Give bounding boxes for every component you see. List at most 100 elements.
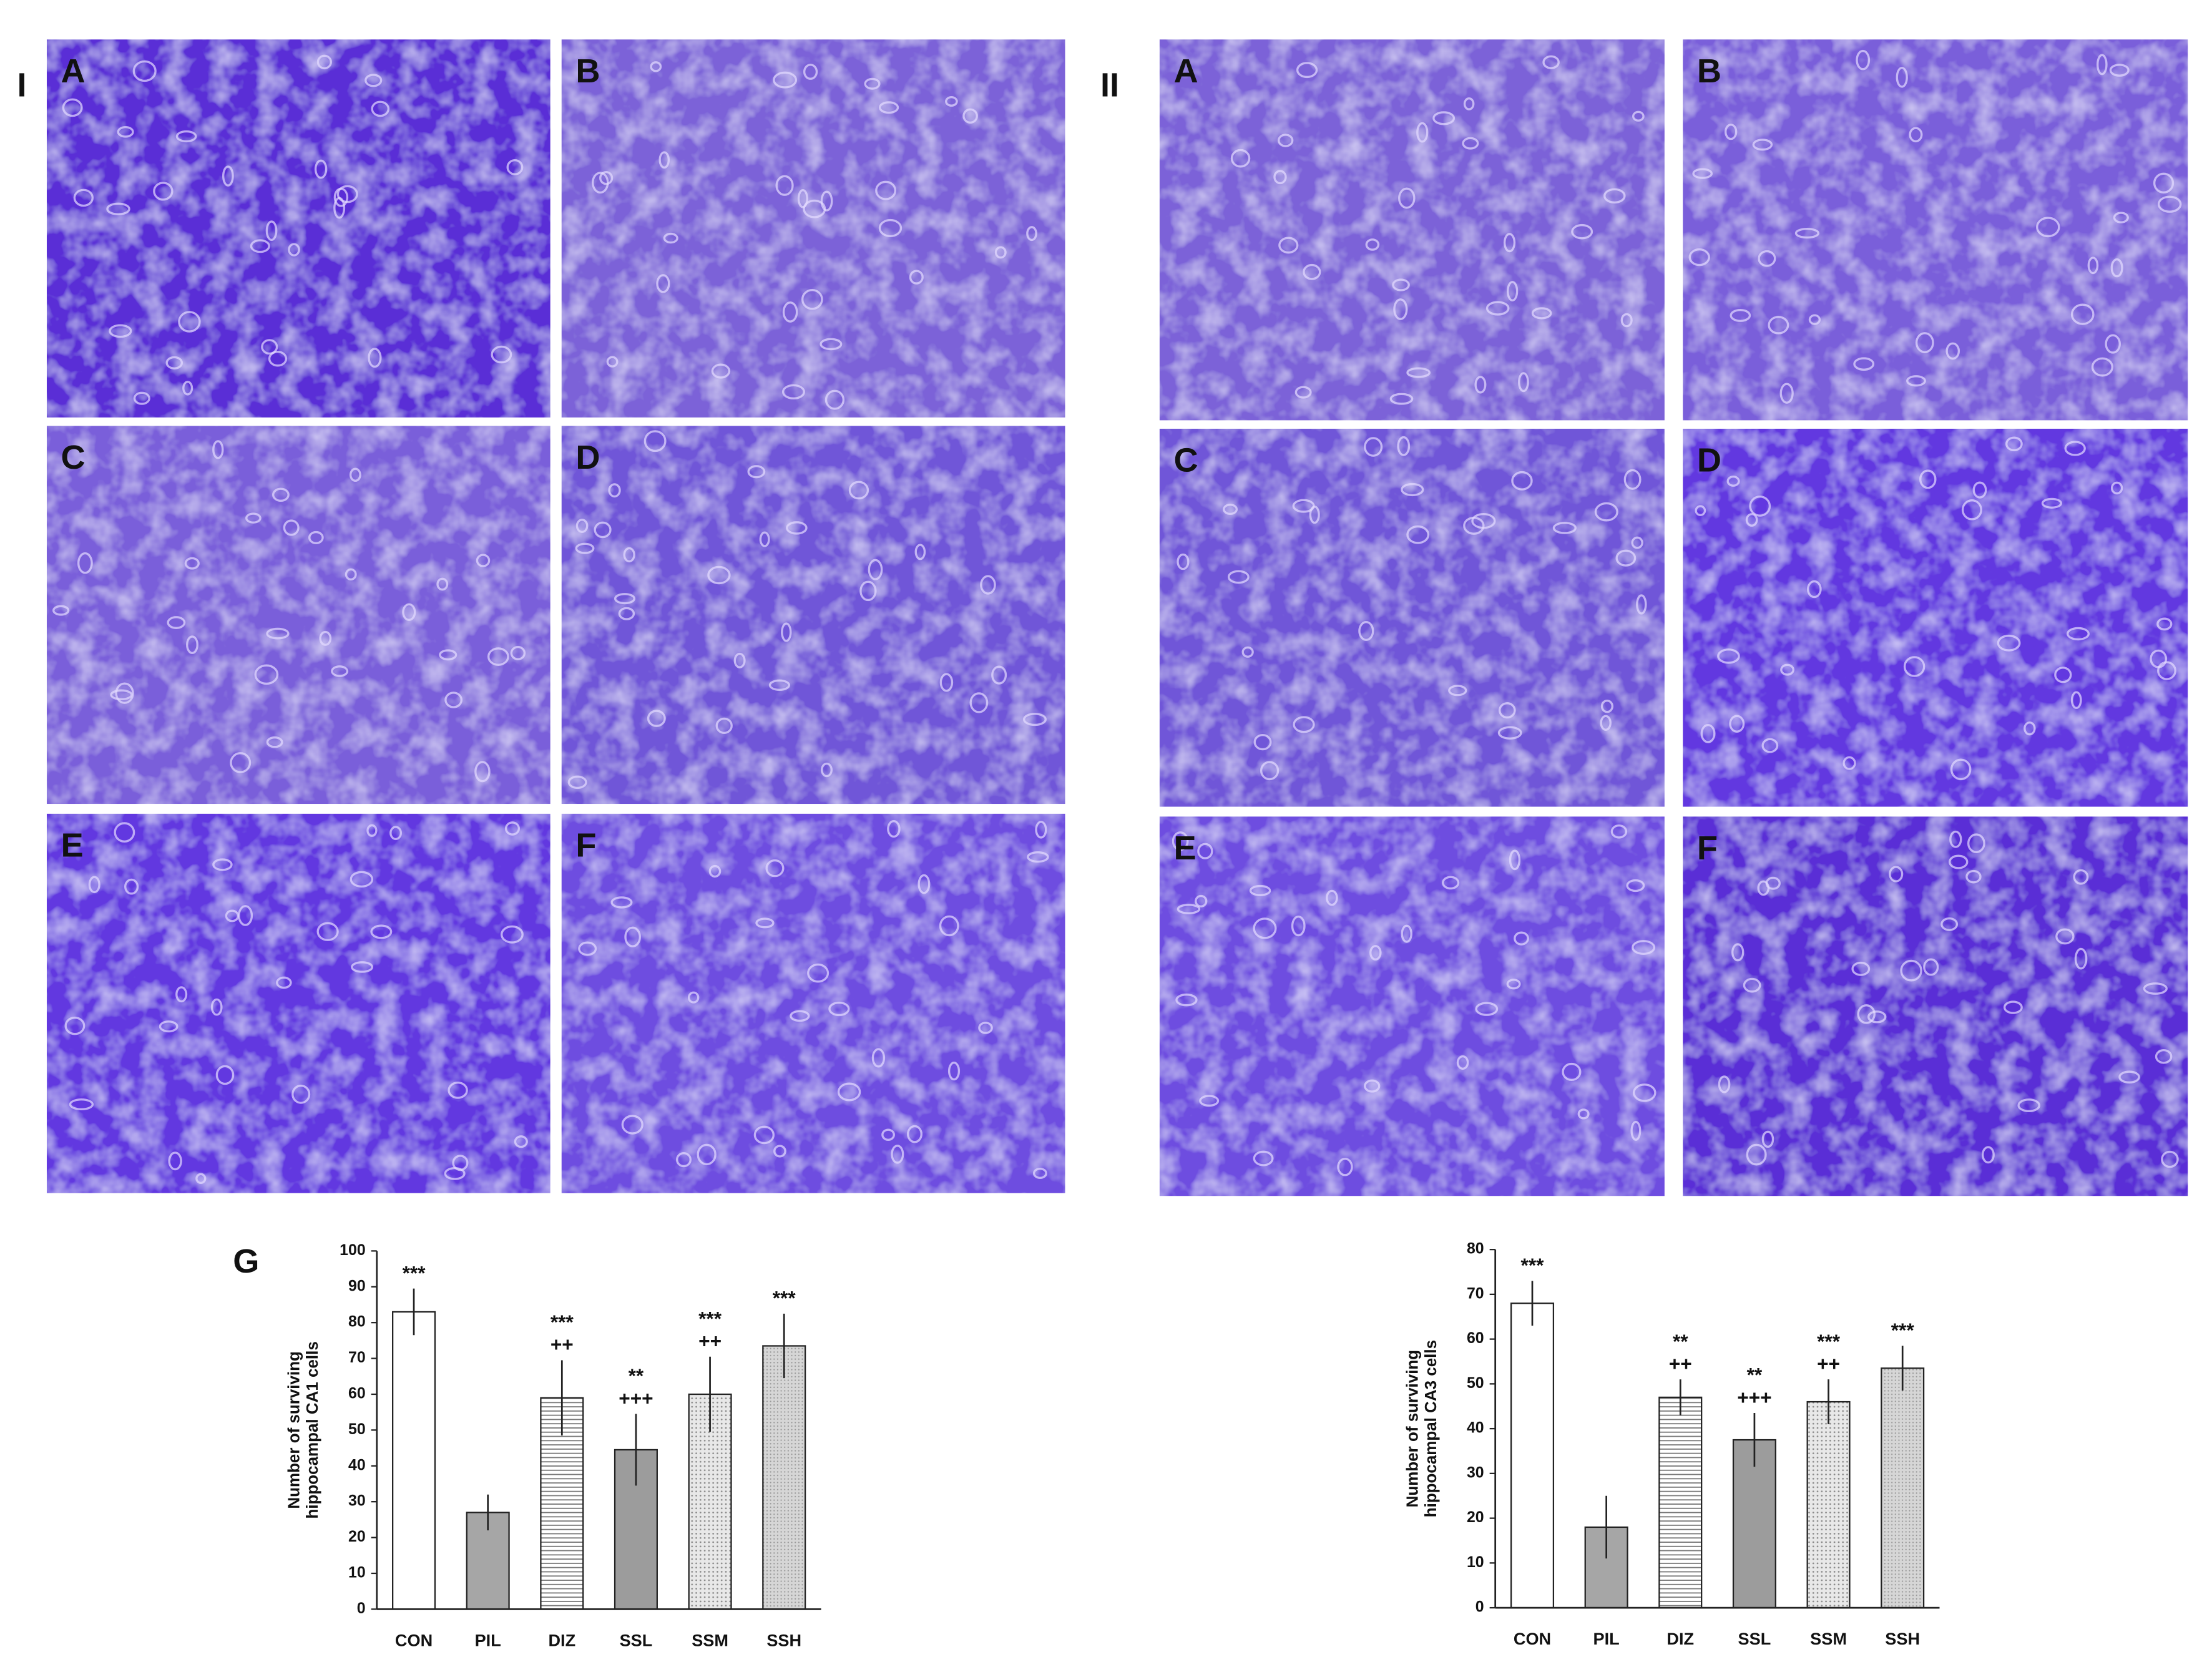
cell [647, 710, 666, 727]
cell [1303, 263, 1321, 280]
micrograph [1683, 39, 2188, 421]
significance-label: ** [1747, 1364, 1763, 1386]
cell [909, 270, 924, 285]
panel-letter: D [575, 439, 600, 476]
micrograph [1683, 816, 2188, 1196]
bar [1658, 1396, 1703, 1609]
cell [1462, 137, 1479, 150]
cell [1498, 702, 1516, 719]
cell [1896, 67, 1908, 88]
cell [1765, 876, 1781, 890]
cell [254, 664, 279, 685]
cell [980, 575, 996, 595]
cell [261, 339, 278, 355]
cell [1867, 1010, 1887, 1024]
cell [733, 652, 746, 668]
cell [491, 345, 512, 364]
cell [1758, 250, 1776, 267]
cell [1752, 139, 1773, 151]
panel-letter: A [1173, 52, 1198, 90]
cell [2066, 627, 2090, 641]
cell [245, 512, 262, 524]
cell [2110, 481, 2123, 495]
cell [947, 1062, 961, 1081]
panel-letter: C [61, 439, 86, 476]
cell [1965, 869, 1982, 884]
cell [1900, 959, 1922, 982]
cell [606, 356, 619, 368]
cell [366, 824, 378, 837]
cell [1972, 481, 1987, 499]
cell [1808, 314, 1821, 325]
cell [1474, 376, 1487, 394]
cell [773, 1145, 786, 1158]
significance-label: *** [773, 1287, 796, 1309]
cell [962, 108, 978, 124]
cell [1726, 476, 1740, 487]
x-tick-label: SSH [766, 1630, 801, 1650]
cell [2105, 334, 2121, 354]
cell [768, 679, 791, 692]
cell [644, 430, 667, 452]
y-tick-label: 50 [1467, 1375, 1484, 1392]
cell [1571, 223, 1593, 240]
cell [106, 202, 130, 216]
cell [1997, 634, 2021, 652]
cell [1442, 876, 1460, 890]
cell [333, 197, 346, 219]
cell [265, 220, 278, 242]
cell [1632, 110, 1645, 122]
cell [276, 976, 292, 989]
cell [2054, 667, 2072, 683]
cell [1416, 122, 1429, 143]
cell [820, 338, 843, 351]
cell [2096, 54, 2108, 76]
cell [165, 356, 184, 369]
cell [225, 909, 240, 922]
cell [1853, 357, 1875, 371]
bar [1732, 1439, 1776, 1609]
y-tick-label: 80 [348, 1314, 366, 1331]
bar [1806, 1401, 1851, 1609]
cell [790, 1010, 810, 1022]
cell [291, 1084, 311, 1104]
cell [658, 151, 670, 169]
cell [2041, 497, 2062, 509]
significance-label: *** [698, 1307, 722, 1329]
cell [1253, 917, 1277, 939]
cell [991, 665, 1007, 685]
cell [1632, 940, 1656, 956]
cell [1806, 580, 1822, 599]
micrograph [46, 813, 551, 1193]
y-tick-label: 60 [1467, 1330, 1484, 1347]
cell [848, 481, 869, 500]
cell [1389, 393, 1414, 405]
cell [2153, 172, 2175, 194]
cell [2143, 982, 2168, 995]
cell [803, 64, 818, 80]
x-tick-label: SSL [1738, 1629, 1771, 1648]
cell [1518, 372, 1529, 393]
cell [1731, 943, 1745, 962]
cell [2157, 661, 2176, 680]
cell [1197, 843, 1213, 859]
cell [1253, 1150, 1274, 1166]
cell [175, 986, 188, 1003]
y-axis-label: Number of surviving [285, 1351, 303, 1509]
cell [115, 682, 134, 704]
cell [77, 552, 93, 574]
cell [1631, 536, 1643, 549]
cell [1406, 367, 1431, 378]
cell [687, 991, 700, 1004]
y-tick-label: 10 [1467, 1554, 1484, 1571]
y-tick-label: 70 [348, 1349, 366, 1366]
y-tick-label: 100 [340, 1242, 365, 1259]
cell [500, 925, 524, 944]
cell [476, 554, 491, 567]
cell [1915, 332, 1934, 353]
cell [2024, 721, 2036, 736]
cell [1475, 1002, 1499, 1016]
micrograph [1683, 428, 2188, 807]
cell [506, 159, 524, 175]
